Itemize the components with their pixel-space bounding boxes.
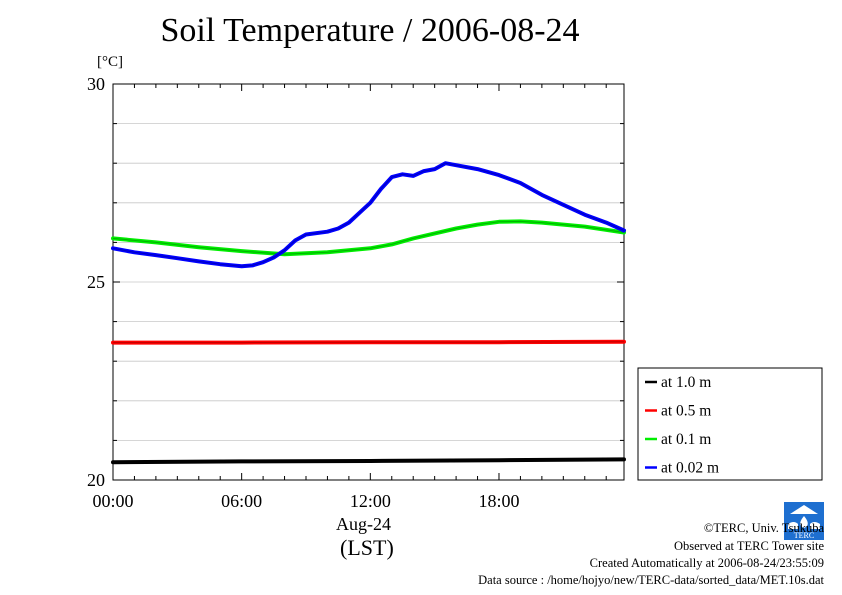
x-axis-timezone-label: (LST) — [340, 535, 394, 560]
series-line-1 — [111, 339, 626, 345]
series-lines — [111, 161, 626, 465]
y-tick-label: 20 — [87, 470, 105, 490]
grid-lines — [113, 123, 624, 441]
x-tick-label: 00:00 — [92, 491, 133, 511]
legend-label: at 0.5 m — [661, 403, 711, 420]
copyright-text: ©TERC, Univ. Tsukuba — [703, 521, 824, 535]
series-line-core-1 — [113, 341, 625, 344]
series-line-core-3 — [112, 162, 625, 267]
legend-box — [637, 367, 823, 481]
y-tick-label: 25 — [87, 272, 105, 292]
series-line-2 — [111, 219, 626, 257]
data-source-text: Data source : /home/hojyo/new/TERC-data/… — [478, 573, 824, 587]
chart-title: Soil Temperature / 2006-08-24 — [160, 12, 580, 49]
observed-text: Observed at TERC Tower site — [673, 539, 824, 553]
x-axis-date-label: Aug-24 — [336, 514, 391, 534]
series-line-core-0 — [112, 458, 625, 463]
axis-ticks: 20 25 30 00:00 06:00 12:00 18:00 — [87, 74, 624, 511]
y-tick-label: 30 — [87, 74, 105, 94]
x-tick-label: 18:00 — [478, 491, 519, 511]
x-tick-label: 06:00 — [221, 491, 262, 511]
x-tick-label: 12:00 — [350, 491, 391, 511]
y-axis-unit: [°C] — [97, 54, 123, 70]
series-line-0 — [111, 457, 626, 465]
series-line-3 — [111, 161, 626, 269]
logo-text: TERC — [794, 531, 814, 540]
legend-label: at 0.02 m — [661, 460, 719, 477]
series-line-core-2 — [112, 220, 625, 255]
legend: at 1.0 m at 0.5 m at 0.1 m at 0.02 m — [637, 367, 823, 481]
legend-label: at 0.1 m — [661, 431, 711, 448]
created-text: Created Automatically at 2006-08-24/23:5… — [589, 556, 824, 570]
legend-label: at 1.0 m — [661, 374, 711, 391]
terc-logo: TERC — [784, 502, 824, 540]
